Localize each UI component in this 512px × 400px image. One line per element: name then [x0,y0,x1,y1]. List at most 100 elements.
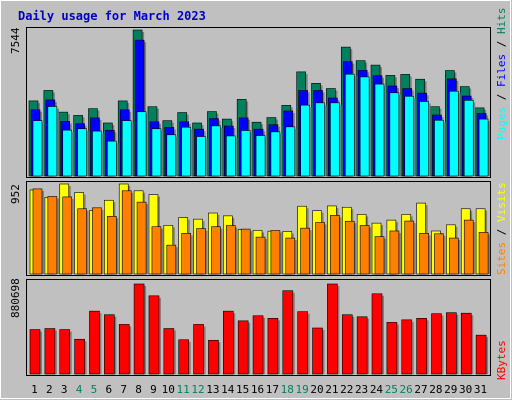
x-tick-label-day-16: 16 [251,383,264,396]
bar-sites-day-12 [196,228,206,275]
bar-kbytes-day-2 [44,328,56,375]
bar-kbytes-day-13 [208,339,219,375]
legend-separator: / [495,222,508,242]
x-tick-label-day-31: 31 [474,383,487,396]
chart-title: Daily usage for March 2023 [18,9,206,23]
bar-pages-day-23 [359,76,370,177]
bar-sites-day-21 [330,215,340,275]
x-tick-label-day-14: 14 [221,383,235,396]
x-tick-label-day-7: 7 [120,383,127,396]
bar-kbytes-day-31 [475,334,487,375]
bar-pages-day-7 [121,120,132,177]
bar-kbytes-day-27 [416,318,427,375]
x-tick-label-day-5: 5 [91,383,98,396]
x-tick-label-day-26: 26 [400,383,413,396]
bar-kbytes-day-8 [133,283,145,375]
bar-pages-day-18 [285,126,296,177]
x-tick-label-day-21: 21 [325,383,338,396]
bar-sites-day-8 [136,201,147,275]
bar-sites-day-31 [478,232,489,275]
x-axis-labels: 1 2 3 4 5 6 7 8 9 10 11 12 13 14 15 16 17 18 19 20 21 22 23 24 2… [31,383,487,396]
bar-pages-day-24 [374,83,385,177]
bar-pages-day-17 [270,131,281,177]
bar-sites-day-6 [107,216,117,275]
bar-kbytes-day-25 [386,322,398,375]
bar-sites-day-17 [270,230,281,275]
bar-pages-day-21 [330,102,340,177]
bar-pages-day-31 [478,118,489,177]
x-tick-label-day-9: 9 [150,383,157,396]
x-tick-label-day-18: 18 [281,383,294,396]
bar-sites-day-7 [121,190,132,275]
bar-pages-day-9 [151,128,162,177]
bar-kbytes-day-7 [118,324,130,375]
bar-pages-day-16 [255,135,266,177]
bar-kbytes-day-14 [223,310,234,375]
bar-sites-day-20 [315,222,325,275]
x-tick-label-day-13: 13 [206,383,219,396]
legend-visits: Visits [495,182,508,222]
bar-pages-day-1 [32,120,43,177]
bar-sites-day-10 [166,244,177,275]
bar-pages-day-5 [92,130,102,177]
x-tick-label-day-10: 10 [162,383,175,396]
bar-sites-day-30 [463,219,474,275]
bar-kbytes-day-28 [431,313,442,375]
legend-separator: / [495,34,508,54]
bar-sites-day-29 [449,237,459,275]
bar-kbytes-day-4 [74,338,85,375]
x-tick-label-day-30: 30 [459,383,472,396]
bar-sites-day-14 [226,225,236,275]
x-tick-label-day-27: 27 [414,383,427,396]
bar-pages-day-28 [434,119,444,177]
x-tick-label-day-19: 19 [295,383,308,396]
bar-sites-day-5 [92,207,102,275]
bar-kbytes-day-3 [59,329,71,375]
bar-pages-day-20 [315,102,325,177]
bar-kbytes-day-15 [237,320,249,375]
legend-sites: Sites [495,242,508,275]
x-tick-label-day-24: 24 [370,383,384,396]
bar-kbytes-day-20 [312,327,323,375]
bar-pages-day-30 [463,100,474,177]
bar-sites-day-24 [374,236,385,275]
bar-kbytes-day-23 [356,316,368,375]
bar-sites-day-26 [404,220,415,275]
bar-pages-day-4 [77,128,87,177]
bar-pages-day-26 [404,95,415,177]
legend-files: Files [495,54,508,87]
bar-kbytes-day-24 [371,293,383,375]
x-tick-label-day-29: 29 [444,383,457,396]
x-tick-label-day-17: 17 [266,383,279,396]
bar-sites-day-27 [419,233,429,275]
bar-sites-day-3 [62,196,73,275]
x-tick-label-day-8: 8 [135,383,142,396]
bar-sites-day-23 [359,225,370,275]
x-tick-label-day-28: 28 [429,383,442,396]
x-tick-label-day-1: 1 [31,383,38,396]
bar-kbytes-day-30 [460,312,472,375]
bar-pages-day-8 [136,111,147,177]
bar-pages-day-22 [344,73,355,177]
bar-sites-day-22 [344,220,355,275]
svg-text:Sites / Visits: Sites / Visits [495,182,508,275]
legend-kbytes-group: KBytes [495,340,508,380]
x-tick-label-day-2: 2 [46,383,53,396]
x-tick-label-day-12: 12 [191,383,204,396]
y-tick-label-hits: 7544 [9,27,22,54]
legend-hits: Hits [495,8,508,35]
bar-kbytes-day-16 [252,315,264,375]
bar-sites-day-2 [47,196,58,275]
bar-sites-day-25 [389,230,400,275]
bar-pages-day-12 [196,136,206,177]
bar-kbytes-day-12 [193,324,204,375]
x-tick-label-day-4: 4 [76,383,83,396]
bar-sites-day-19 [300,227,310,275]
legend-kbytes: KBytes [495,340,508,380]
x-tick-label-day-15: 15 [236,383,249,396]
bar-pages-day-13 [211,125,221,177]
x-tick-label-day-22: 22 [340,383,353,396]
bar-pages-day-29 [449,90,459,177]
svg-text:KBytes: KBytes [495,340,508,380]
